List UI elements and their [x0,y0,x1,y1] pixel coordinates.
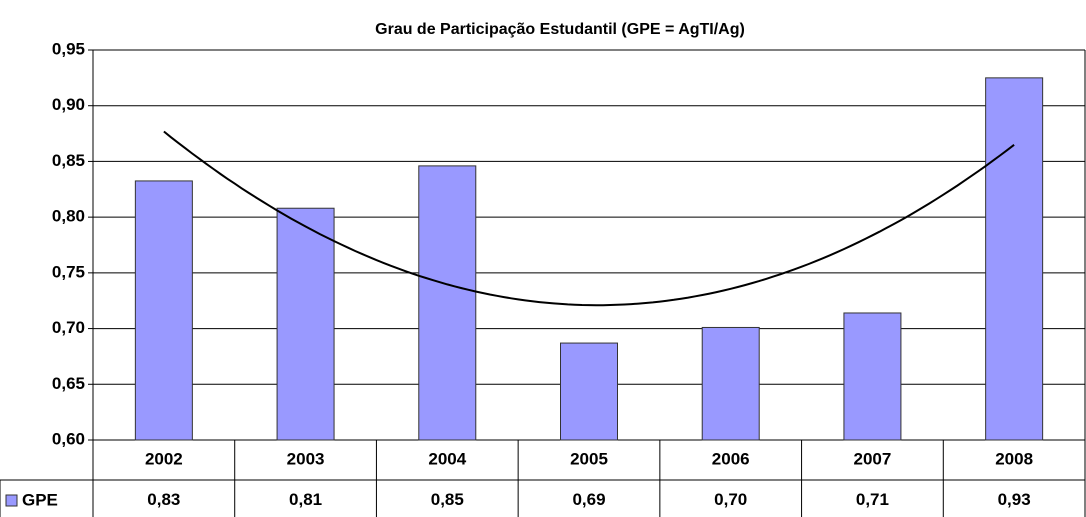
bar [843,312,902,441]
data-label: 0,83 [147,490,180,509]
y-tick-label: 0,90 [52,95,85,114]
bar [134,180,193,441]
x-tick-label: 2004 [428,449,466,468]
y-tick-label: 0,60 [52,429,85,448]
trendline [163,130,1015,307]
bar [701,326,760,441]
y-tick-label: 0,65 [52,374,85,393]
y-tick-label: 0,75 [52,262,85,281]
x-tick-label: 2003 [287,449,325,468]
data-label: 0,69 [572,490,605,509]
legend-label: GPE [22,490,58,509]
data-label: 0,70 [714,490,747,509]
x-tick-label: 2007 [854,449,892,468]
x-tick-label: 2005 [570,449,608,468]
x-tick-label: 2006 [712,449,750,468]
bar [418,165,477,441]
bar [560,342,618,441]
y-tick-label: 0,80 [52,207,85,226]
y-tick-label: 0,85 [52,151,85,170]
x-tick-label: 2002 [145,449,183,468]
data-label: 0,81 [289,490,322,509]
x-tick-label: 2008 [995,449,1033,468]
legend-swatch [5,494,18,507]
data-label: 0,85 [431,490,464,509]
data-label: 0,93 [998,490,1031,509]
y-tick-label: 0,95 [52,39,85,58]
chart-title: Grau de Participação Estudantil (GPE = A… [375,21,745,38]
y-tick-label: 0,70 [52,318,85,337]
bar [985,77,1044,441]
bar [276,207,335,441]
data-label: 0,71 [856,490,889,509]
